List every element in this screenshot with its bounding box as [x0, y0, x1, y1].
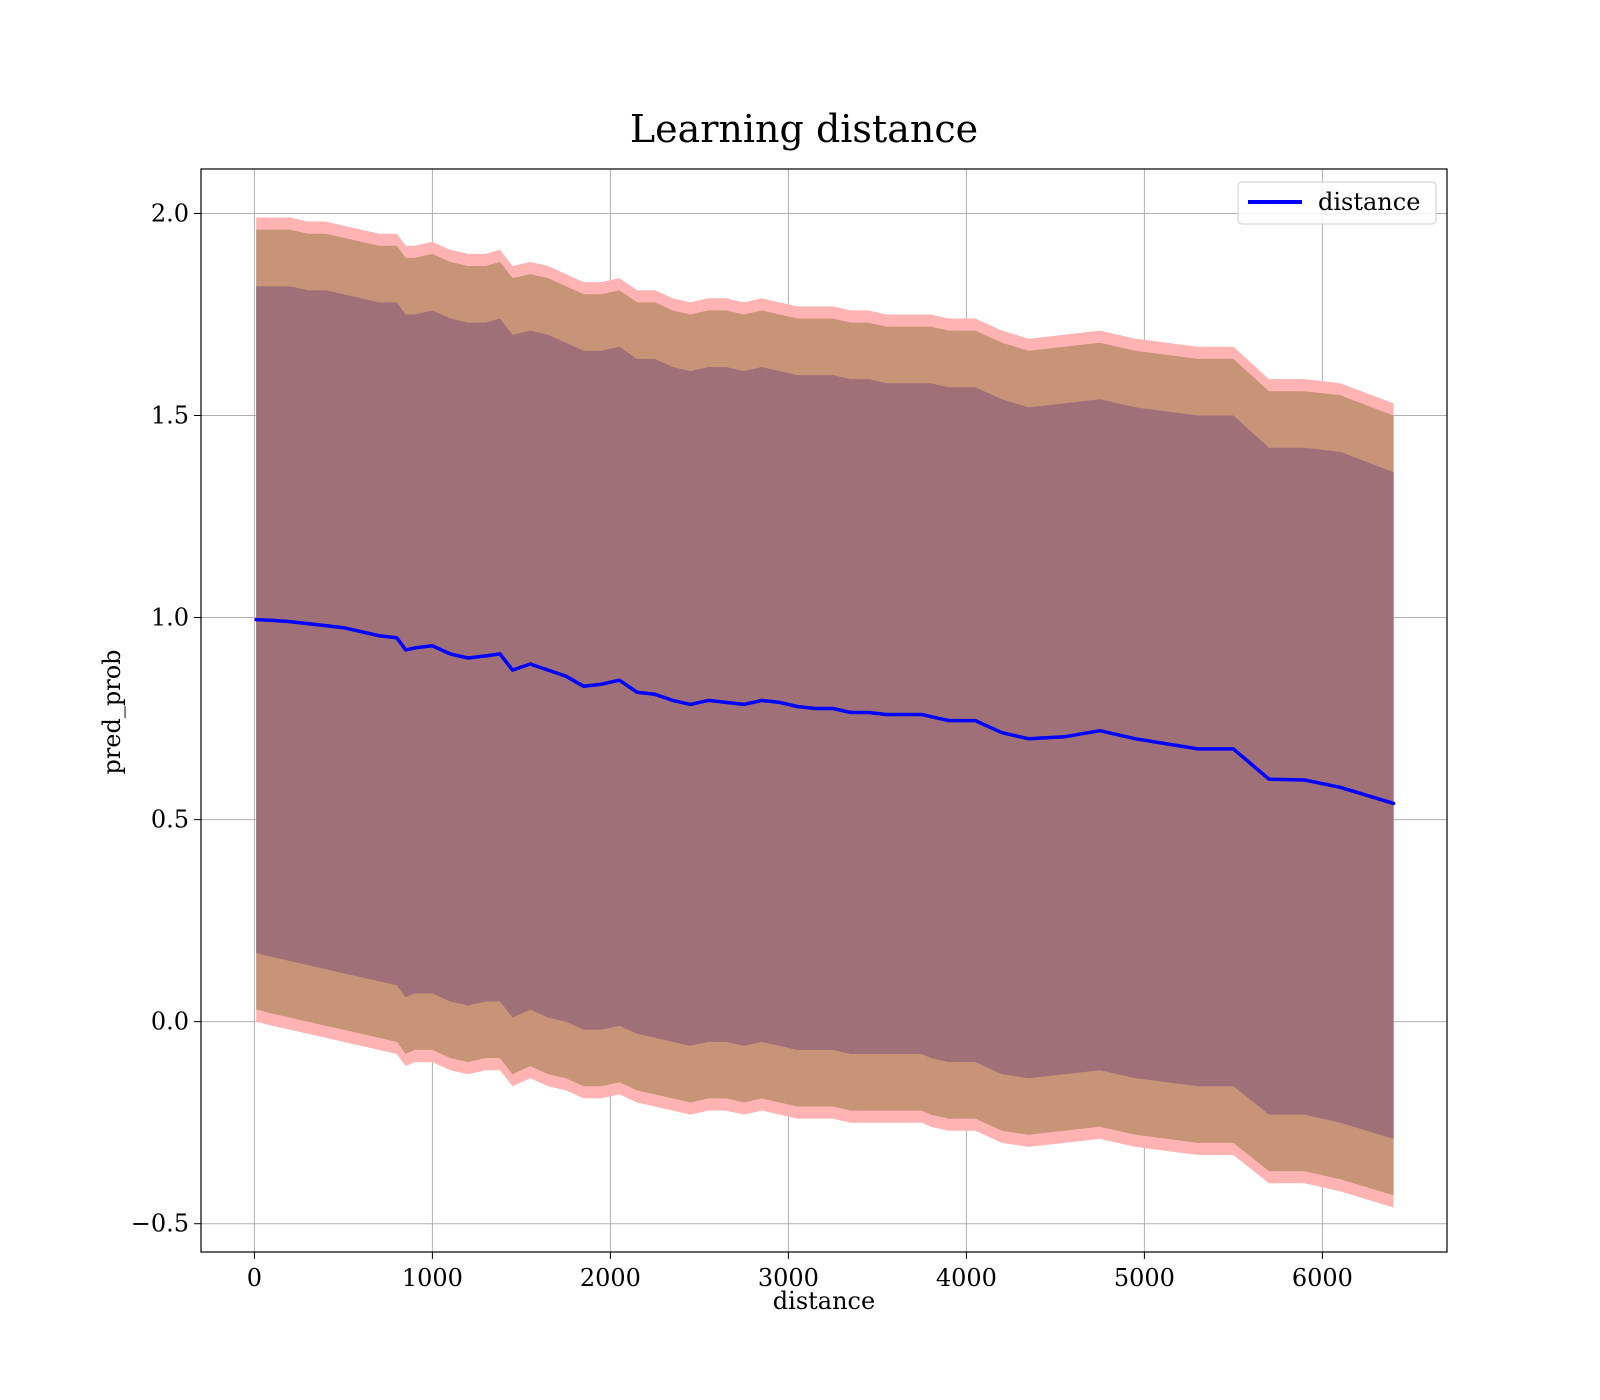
- y-tick-label: 0.5: [151, 806, 189, 834]
- legend-box: [1237, 181, 1437, 225]
- x-tick-label: 1000: [402, 1264, 463, 1292]
- confidence-bands: [256, 217, 1394, 1208]
- x-tick-label: 2000: [580, 1264, 641, 1292]
- y-tick-label: −0.5: [131, 1210, 189, 1238]
- x-tick-label: 4000: [936, 1264, 997, 1292]
- y-axis-label: pred_prob: [98, 649, 126, 774]
- legend: distance: [1237, 181, 1437, 225]
- plot-frame: [200, 168, 1448, 1253]
- series-line-distance: [254, 617, 1396, 806]
- series-lines: [254, 617, 1396, 806]
- x-tick-label: 6000: [1292, 1264, 1353, 1292]
- y-tick-label: 1.5: [151, 402, 189, 430]
- y-tick-label: 2.0: [151, 199, 189, 227]
- y-tick-label: 1.0: [151, 604, 189, 632]
- x-tick-label: 0: [247, 1264, 262, 1292]
- x-axis: 0 1000 2000 3000 4000 5000 6000: [247, 1252, 1353, 1292]
- chart-title: Learning distance: [630, 107, 978, 151]
- y-axis: −0.5 0.0 0.5 1.0 1.5 2.0: [131, 199, 201, 1238]
- plot-area: [200, 168, 1448, 1253]
- y-tick-label: 0.0: [151, 1008, 189, 1036]
- x-tick-label: 3000: [758, 1264, 819, 1292]
- x-tick-label: 5000: [1114, 1264, 1175, 1292]
- x-axis-label: distance: [773, 1287, 875, 1315]
- confidence-band-inner: [256, 286, 1394, 1139]
- legend-label: distance: [1318, 188, 1420, 216]
